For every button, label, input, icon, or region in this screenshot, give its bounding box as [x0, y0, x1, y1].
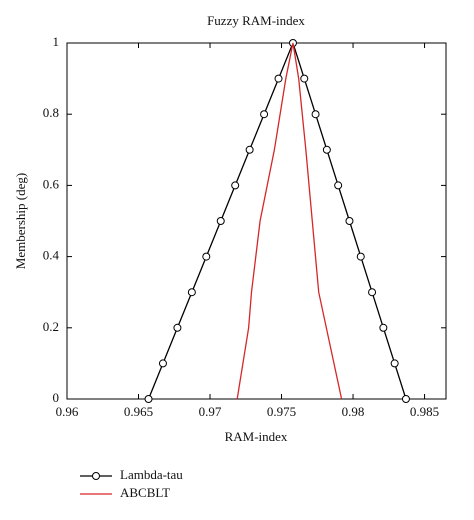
series-line: [236, 42, 343, 400]
point-marker: [173, 323, 182, 332]
chart-title: Fuzzy RAM-index: [207, 13, 305, 28]
point-marker: [390, 359, 399, 368]
legend-label: Lambda-tau: [120, 467, 183, 482]
point-marker: [231, 181, 240, 190]
point-marker: [356, 252, 365, 261]
point-marker: [144, 395, 153, 403]
point-marker: [202, 252, 211, 261]
plot-frame: [66, 42, 447, 400]
point-marker: [345, 217, 354, 225]
y-tick-label: 0.2: [43, 319, 59, 334]
y-tick-label: 1: [53, 34, 60, 49]
point-marker: [368, 288, 377, 297]
y-tick-label: 0.6: [43, 176, 60, 191]
legend-marker: [92, 472, 100, 480]
x-tick-label: 0.985: [410, 404, 439, 419]
y-tick-label: 0.4: [43, 248, 60, 263]
point-marker: [401, 395, 410, 403]
y-axis-label: Membership (deg): [13, 173, 28, 269]
point-marker: [334, 181, 343, 190]
x-tick-label: 0.98: [342, 404, 365, 419]
x-tick-label: 0.96: [56, 404, 79, 419]
legend-label: ABCBLT: [120, 485, 170, 500]
x-axis-label: RAM-index: [225, 429, 288, 444]
x-tick-label: 0.965: [124, 404, 153, 419]
point-marker: [187, 288, 196, 297]
x-tick-label: 0.97: [199, 404, 222, 419]
y-tick-label: 0.8: [43, 105, 59, 120]
x-tick-label: 0.975: [267, 404, 296, 419]
point-marker: [379, 323, 388, 332]
point-marker: [322, 145, 331, 154]
point-marker: [274, 74, 283, 83]
point-marker: [158, 359, 167, 368]
point-marker: [300, 74, 309, 83]
point-marker: [311, 110, 320, 119]
point-marker: [260, 110, 269, 119]
y-tick-label: 0: [53, 390, 60, 405]
point-marker: [216, 217, 225, 225]
series-line: [147, 41, 407, 400]
point-marker: [245, 145, 254, 154]
